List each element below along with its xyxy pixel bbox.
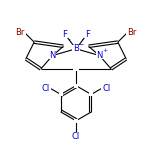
Text: Cl: Cl [41,84,50,93]
Text: Br: Br [127,28,137,37]
Text: N: N [96,51,103,60]
Text: N: N [49,51,56,60]
Text: +: + [102,48,107,53]
FancyBboxPatch shape [74,84,78,88]
FancyBboxPatch shape [59,92,63,97]
FancyBboxPatch shape [41,85,51,92]
FancyBboxPatch shape [73,66,79,71]
Text: B: B [73,44,79,53]
Text: .: . [67,32,71,42]
Text: Cl: Cl [72,132,80,141]
Text: .: . [81,32,85,42]
FancyBboxPatch shape [89,92,93,97]
FancyBboxPatch shape [74,119,78,123]
Text: −: − [78,42,83,47]
Text: Cl: Cl [102,84,111,93]
FancyBboxPatch shape [49,52,56,59]
Text: F: F [62,30,67,39]
FancyBboxPatch shape [72,45,80,53]
FancyBboxPatch shape [101,85,111,92]
FancyBboxPatch shape [71,133,81,140]
FancyBboxPatch shape [84,31,90,38]
Text: Br: Br [15,28,25,37]
FancyBboxPatch shape [62,31,68,38]
FancyBboxPatch shape [14,29,26,36]
FancyBboxPatch shape [96,52,103,59]
FancyBboxPatch shape [126,29,138,36]
Text: F: F [85,30,90,39]
